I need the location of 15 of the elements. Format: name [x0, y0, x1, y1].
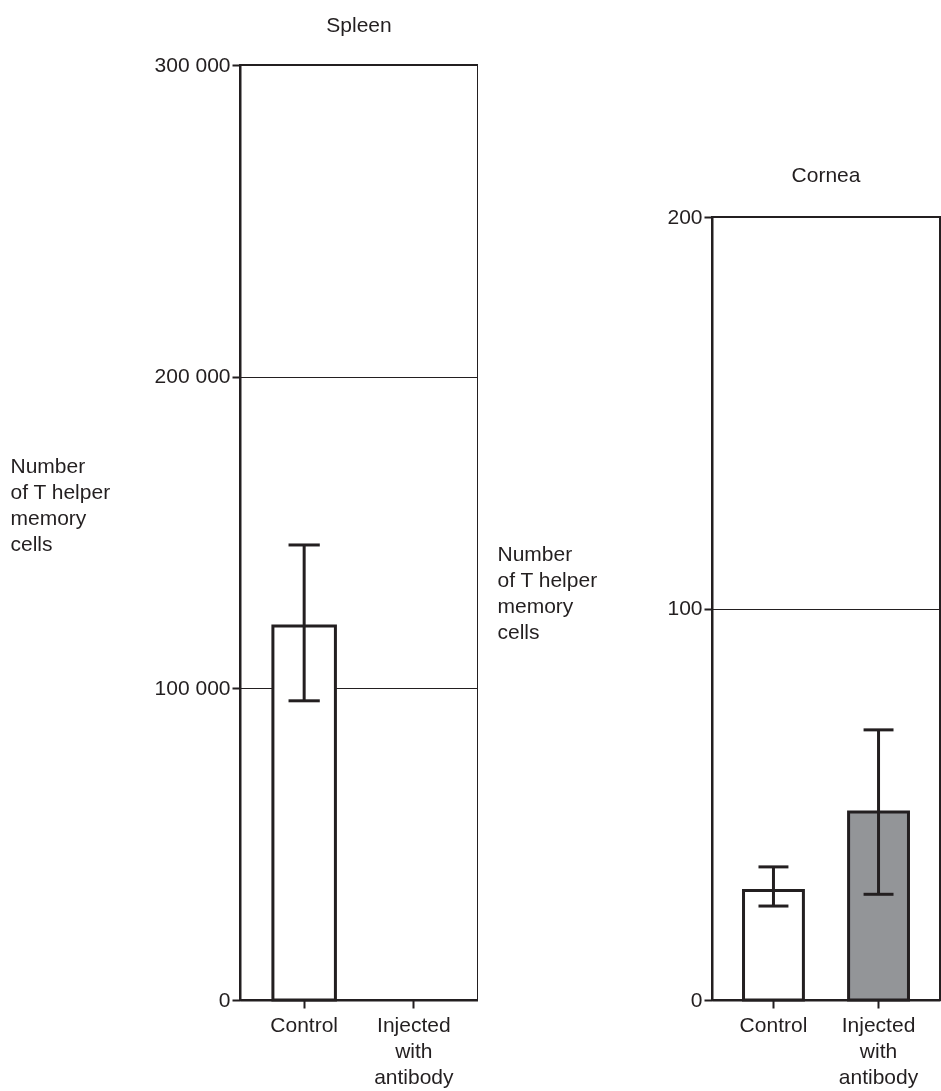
y-tick-label: 100 000 [154, 675, 231, 699]
y-tick-label: 0 [218, 987, 231, 1011]
y-axis-title: Number of T helper memory cells [10, 453, 111, 555]
y-axis-title: Number of T helper memory cells [497, 541, 598, 643]
y-tick-label: 100 [667, 596, 703, 619]
chart-title: Cornea [791, 163, 861, 186]
y-tick-label: 300 000 [154, 52, 231, 76]
chart-title: Spleen [326, 13, 392, 36]
y-tick-label: 0 [690, 987, 703, 1011]
x-tick-label: Control [739, 1012, 808, 1036]
y-tick-label: 200 000 [154, 364, 231, 388]
y-tick-label: 200 [667, 204, 703, 228]
x-tick-label: Control [270, 1012, 339, 1036]
x-tick-label: Injected with antibody [838, 1012, 919, 1088]
x-tick-label: Injected with antibody [374, 1012, 455, 1088]
